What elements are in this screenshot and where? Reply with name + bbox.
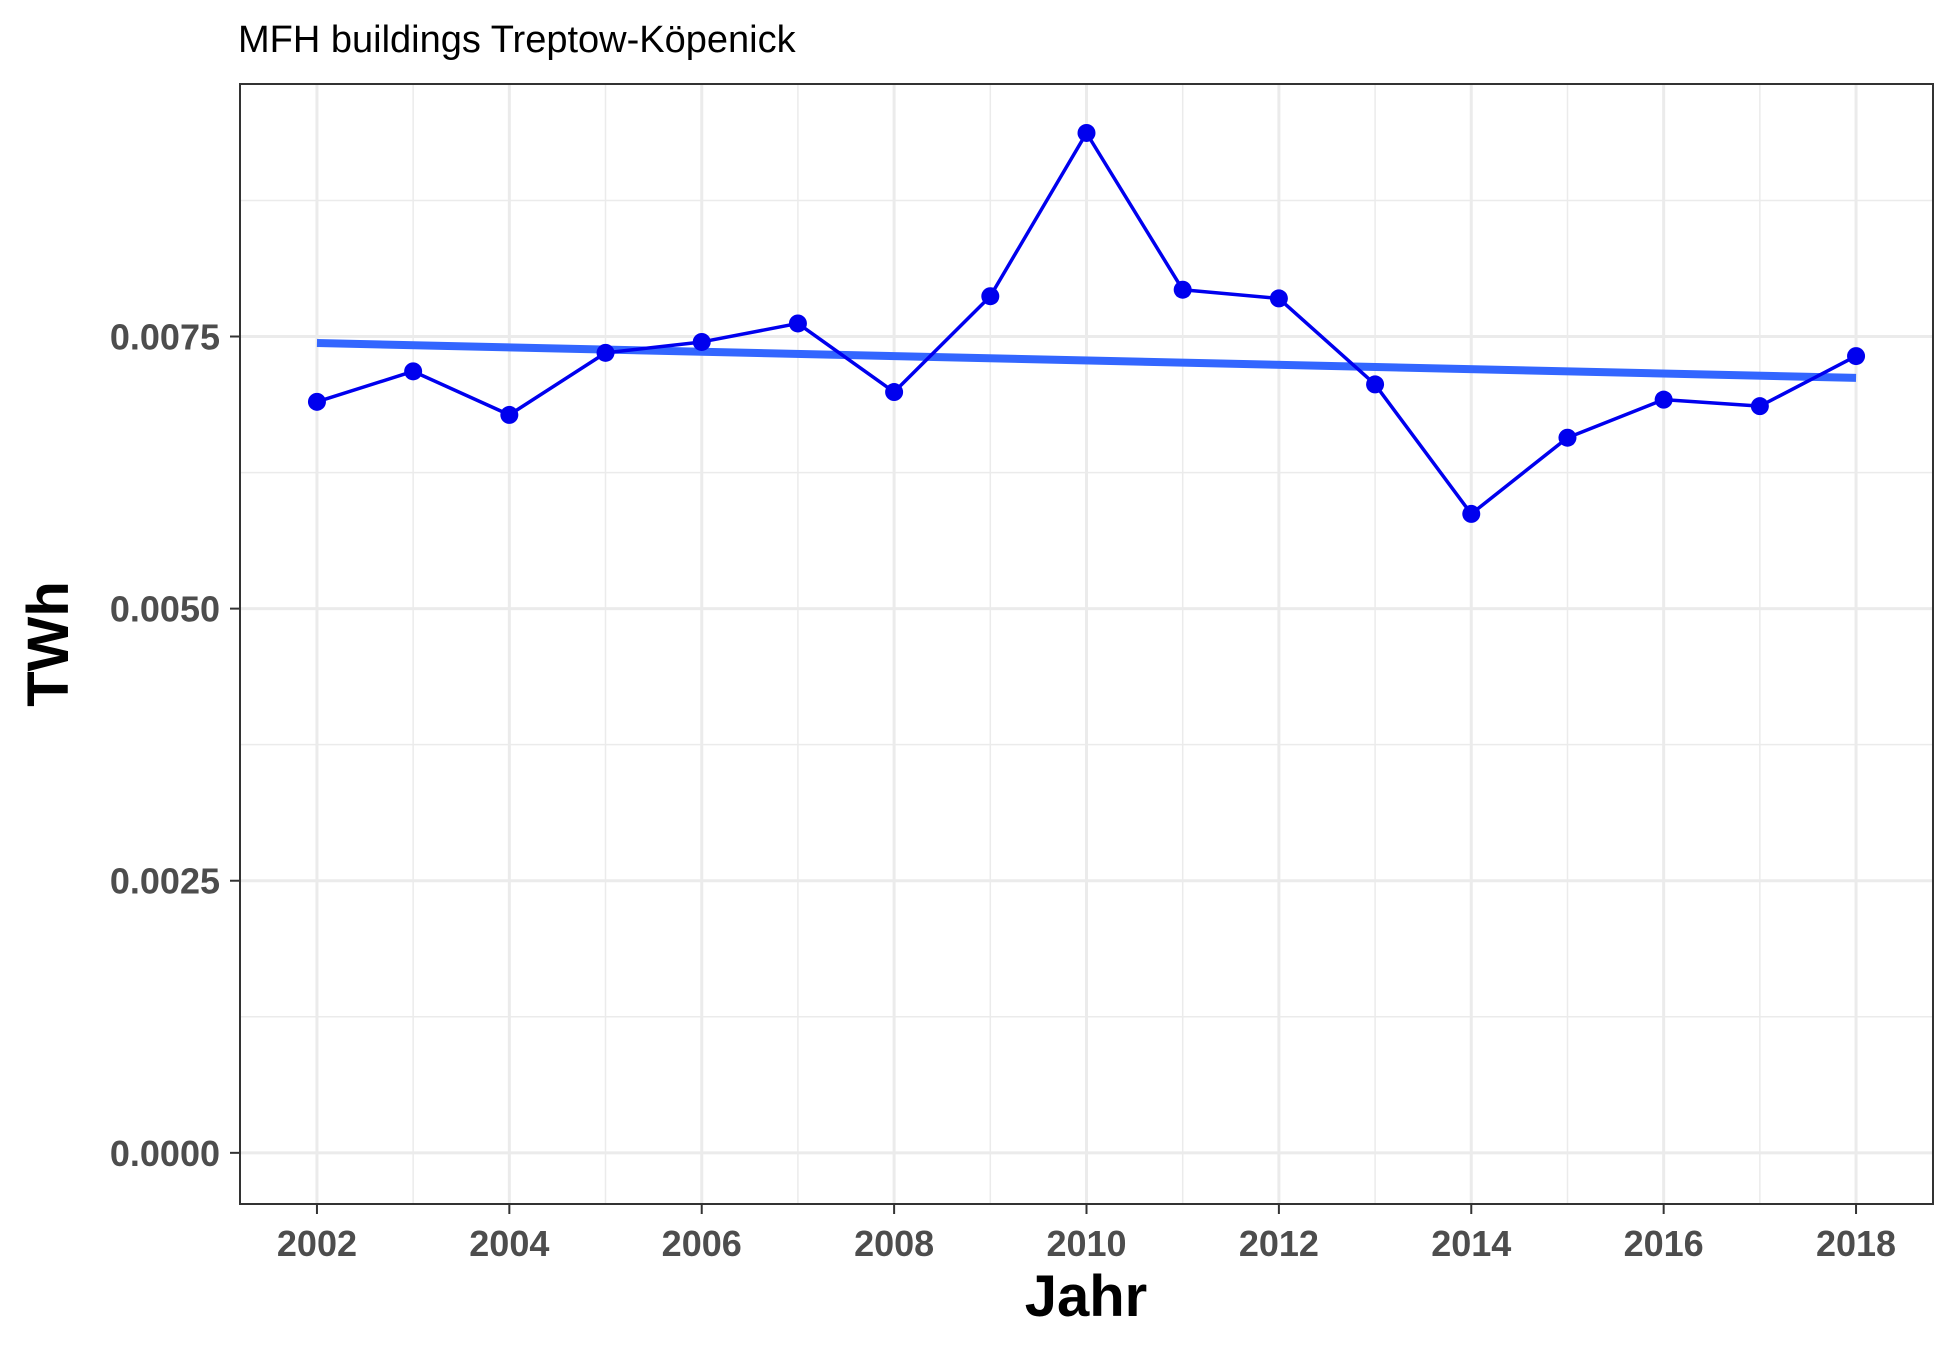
x-tick-label: 2018 [1816, 1223, 1896, 1264]
x-tick-label: 2012 [1239, 1223, 1319, 1264]
y-axis-title: TWh [16, 581, 81, 707]
data-point [1366, 375, 1385, 394]
chart-title: MFH buildings Treptow-Köpenick [238, 19, 797, 61]
data-point [1462, 504, 1481, 523]
x-tick-label: 2002 [277, 1223, 357, 1264]
data-point [1077, 123, 1096, 142]
y-tick-label: 0.0075 [110, 317, 220, 358]
y-tick-label: 0.0000 [110, 1133, 220, 1174]
major-gridlines [240, 84, 1933, 1204]
data-point [404, 362, 423, 381]
x-tick-label: 2006 [662, 1223, 742, 1264]
data-point [1654, 390, 1673, 409]
x-axis: 2002 2004 2006 2008 2010 2012 2014 2016 2018 [277, 1204, 1896, 1264]
trend-layer [316, 339, 1857, 382]
series-layer [307, 123, 1866, 523]
data-point [1173, 280, 1192, 299]
x-axis-title: Jahr [1025, 1264, 1148, 1329]
data-point [500, 405, 519, 424]
data-point [596, 343, 615, 362]
data-point [981, 287, 1000, 306]
data-point [1847, 347, 1866, 366]
x-tick-label: 2010 [1046, 1223, 1126, 1264]
x-tick-label: 2014 [1431, 1223, 1511, 1264]
y-axis: 0.0000 0.0025 0.0050 0.0075 [110, 317, 240, 1174]
data-point [1269, 289, 1288, 308]
data-point [885, 383, 904, 402]
data-point [788, 314, 807, 333]
data-point [307, 392, 326, 411]
data-point [1558, 428, 1577, 447]
trend-line [316, 339, 1857, 382]
x-tick-label: 2004 [469, 1223, 549, 1264]
x-tick-label: 2008 [854, 1223, 934, 1264]
data-point [1750, 397, 1769, 416]
x-tick-label: 2016 [1624, 1223, 1704, 1264]
data-point [692, 332, 711, 351]
y-tick-label: 0.0025 [110, 861, 220, 902]
y-tick-label: 0.0050 [110, 589, 220, 630]
